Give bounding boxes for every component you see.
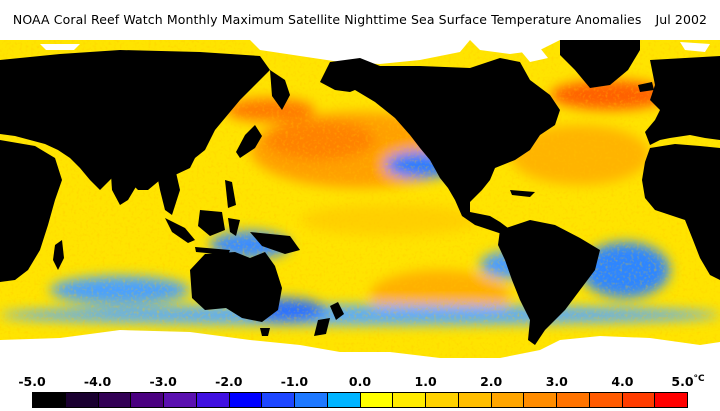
europe-west	[645, 56, 720, 145]
africa-east	[0, 140, 62, 282]
antarctic-ice	[0, 330, 720, 371]
colorbar-tick-label: -1.0	[280, 374, 309, 389]
greenland	[560, 40, 640, 88]
north-america	[330, 58, 560, 235]
colorbar-bin	[65, 393, 99, 407]
map-title: NOAA Coral Reef Watch Monthly Maximum Sa…	[0, 0, 720, 40]
colorbar-bin	[33, 393, 66, 407]
new-guinea	[250, 232, 300, 254]
sumatra	[165, 218, 195, 243]
arctic-ice-canada	[520, 48, 548, 62]
colorbar-tick-labels: -5.0 -4.0 -3.0 -2.0 -1.0 0.0 1.0 2.0 3.0 4.0 5.0°C	[0, 374, 720, 392]
colorbar-bin	[426, 393, 459, 407]
colorbar-tick-label: 0.0	[348, 374, 372, 389]
iceland	[638, 82, 654, 92]
colorbar-tick-label: 1.0	[414, 374, 437, 389]
world-map-svg	[0, 40, 720, 371]
new-zealand-south	[314, 318, 330, 336]
sst-anomaly-map	[0, 40, 720, 371]
southeast-asia	[155, 165, 180, 215]
colorbar-bin	[491, 393, 525, 407]
colorbar-bin	[360, 393, 394, 407]
tasmania	[260, 328, 270, 336]
title-text: NOAA Coral Reef Watch Monthly Maximum Sa…	[12, 12, 642, 27]
colorbar-bin	[458, 393, 492, 407]
arctic-ice-europe	[680, 42, 710, 52]
arctic-ice-atlantic	[470, 40, 560, 54]
eurasia-west	[0, 50, 270, 190]
land-masses	[0, 40, 720, 345]
colorbar-bin	[196, 393, 230, 407]
colorbar-tick-label: -3.0	[149, 374, 177, 389]
colorbar-tick-label: 4.0	[611, 374, 634, 389]
colorbar-bin	[622, 393, 656, 407]
colorbar-tick-label: 2.0	[480, 374, 503, 389]
colorbar-tick-label: 5.0°C	[671, 374, 705, 390]
colorbar-bin	[327, 393, 361, 407]
colorbar-tick-label: 3.0	[545, 374, 568, 389]
colorbar-bin	[557, 393, 590, 407]
colorbar-bin	[524, 393, 557, 407]
colorbar-bin	[229, 393, 263, 407]
colorbar-bin	[262, 393, 295, 407]
sulawesi	[228, 218, 240, 236]
colorbar-bin	[164, 393, 197, 407]
colorbar-bin	[131, 393, 164, 407]
philippines	[225, 180, 236, 208]
uk	[660, 95, 670, 116]
colorbar-bin	[98, 393, 132, 407]
madagascar	[53, 240, 64, 270]
colorbar-tick-label: -4.0	[83, 374, 112, 389]
colorbar-bin	[393, 393, 426, 407]
alaska	[320, 58, 380, 92]
colorbar-tick-label: -5.0	[18, 374, 46, 389]
cuba	[510, 190, 535, 197]
south-america	[498, 220, 600, 345]
colorbar	[32, 392, 688, 408]
kamchatka	[270, 70, 290, 110]
colorbar-bin	[655, 393, 687, 407]
india	[110, 158, 140, 205]
colorbar-unit: °C	[693, 374, 705, 384]
new-zealand-north	[330, 302, 344, 320]
japan	[236, 125, 262, 158]
borneo	[198, 210, 225, 236]
australia	[190, 252, 282, 322]
colorbar-bin	[589, 393, 623, 407]
arctic-ice-asia	[40, 44, 80, 50]
colorbar-tick-label: -2.0	[215, 374, 243, 389]
colorbar-bin	[295, 393, 328, 407]
arctic-ice-pacific	[250, 40, 470, 64]
africa-west	[642, 144, 720, 280]
title-date: Jul 2002	[655, 12, 708, 27]
